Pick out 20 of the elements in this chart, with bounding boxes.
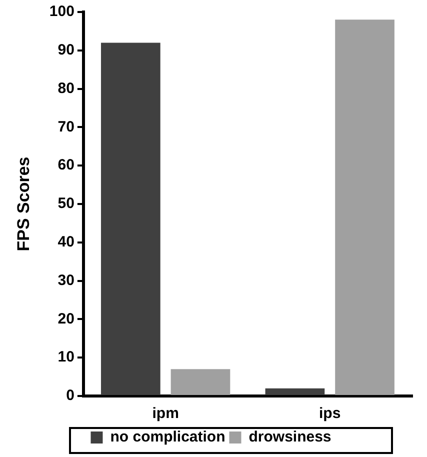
legend-label: drowsiness — [248, 428, 332, 446]
y-tick-label: 100 — [49, 3, 74, 20]
legend-label: no complication — [110, 428, 226, 446]
y-tick-label: 70 — [58, 118, 74, 136]
bar — [265, 388, 325, 395]
y-axis-title: FPS Scores — [14, 156, 33, 252]
y-tick-label: 30 — [58, 272, 74, 289]
y-tick-label: 90 — [58, 42, 74, 59]
y-tick-label: 20 — [58, 310, 74, 328]
x-tick-label: ipm — [152, 405, 179, 422]
y-tick-label: 0 — [66, 387, 74, 404]
y-tick-label: 60 — [58, 156, 74, 174]
bar — [335, 20, 394, 395]
bar — [170, 369, 230, 395]
x-tick-label: ips — [319, 405, 341, 422]
y-tick-label: 50 — [58, 195, 74, 212]
bar — [100, 42, 160, 395]
y-tick-label: 10 — [58, 348, 74, 366]
y-tick-label: 80 — [58, 80, 74, 97]
y-tick-label: 40 — [58, 234, 74, 251]
